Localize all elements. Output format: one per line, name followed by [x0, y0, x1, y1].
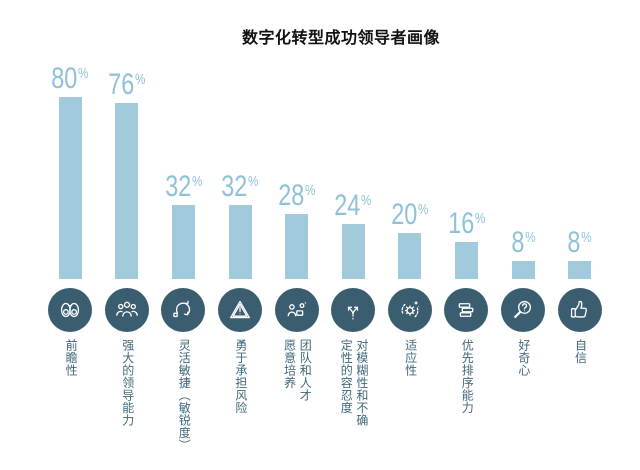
bar-area: 8%	[508, 64, 539, 279]
bar-category-label: 前瞻性	[64, 339, 79, 377]
bar-column: 32% 灵活敏捷（敏锐度）	[155, 64, 212, 452]
bar-value-label: 16%	[448, 209, 485, 239]
bar-area: 80%	[46, 64, 94, 279]
percent-sign: %	[135, 71, 146, 89]
branching-arrows-icon	[331, 288, 376, 332]
bar-column: 16% 优先排序能力	[438, 64, 495, 452]
bar-column: 20% 适应性	[382, 64, 439, 452]
bar	[454, 242, 478, 279]
bar-area: 28%	[273, 64, 321, 279]
bar-column: 24% 对模糊性和不确 定性的容忍度	[325, 64, 382, 452]
bar-column: 32% 勇于承担风险	[212, 64, 269, 452]
confidence-thumbs-up-icon	[557, 288, 602, 332]
bar-area: 24%	[329, 64, 377, 279]
bar-value-label: 32%	[165, 172, 202, 202]
bar-value-label: 76%	[108, 70, 145, 100]
bar-category-label: 灵活敏捷（敏锐度）	[177, 339, 192, 452]
bar-column: 8% 好奇心	[495, 64, 552, 452]
bar-column: 76% 强大的领导能力	[99, 64, 156, 452]
bar-value: 32	[221, 170, 248, 203]
bar	[171, 205, 195, 279]
bar-column: 8% 自信	[551, 64, 608, 452]
bar-value: 32	[164, 170, 191, 203]
percent-sign: %	[304, 182, 316, 200]
percent-sign: %	[361, 191, 372, 209]
bar	[398, 232, 422, 279]
binoculars-icon	[48, 288, 93, 332]
bar-category-label: 团队和人才 愿意培养	[282, 339, 313, 402]
team-leadership-icon	[104, 288, 149, 332]
agile-cycle-icon	[161, 288, 206, 332]
bar	[58, 97, 82, 279]
bar-value: 28	[278, 179, 305, 213]
percent-sign: %	[524, 228, 536, 246]
bar-chart: 数字化转型成功领导者画像 80% 前瞻性 76% 强大的领导能力 32% 灵活敏…	[0, 24, 640, 452]
bar	[568, 260, 592, 279]
bar-value: 76	[108, 68, 135, 102]
bar-value: 24	[334, 188, 361, 222]
bar-category-label: 勇于承担风险	[233, 339, 248, 414]
bar-area: 76%	[103, 64, 151, 279]
bar-value-label: 28%	[278, 181, 315, 211]
adaptability-gear-icon	[387, 288, 432, 332]
bar-value: 20	[391, 197, 418, 231]
bar-column: 28% 团队和人才 愿意培养	[268, 64, 325, 452]
bar-area: 8%	[564, 64, 595, 279]
bar-category-label: 适应性	[403, 339, 418, 377]
bar	[115, 103, 139, 279]
bar-value-label: 8%	[567, 225, 592, 259]
bar-value-label: 32%	[221, 172, 258, 202]
bar-category-label: 好奇心	[516, 339, 531, 377]
bar-value: 16	[447, 207, 474, 240]
bar-columns: 80% 前瞻性 76% 强大的领导能力 32% 灵活敏捷（敏锐度） 32% 勇于…	[42, 64, 640, 452]
percent-sign: %	[248, 173, 259, 190]
percent-sign: %	[474, 210, 486, 227]
curiosity-magnifier-icon	[501, 288, 546, 332]
bar-area: 32%	[216, 64, 264, 279]
bar-value-label: 24%	[334, 188, 372, 222]
bar-area: 32%	[160, 64, 208, 279]
chart-title: 数字化转型成功领导者画像	[241, 30, 440, 47]
bar	[228, 205, 252, 279]
prioritization-icon	[444, 288, 489, 332]
bar-category-label: 自信	[573, 339, 588, 364]
percent-sign: %	[581, 228, 592, 246]
percent-sign: %	[418, 200, 429, 218]
bar	[285, 214, 309, 279]
bar-category-label: 对模糊性和不确 定性的容忍度	[339, 339, 369, 427]
talent-development-icon	[274, 288, 319, 332]
bar-area: 20%	[386, 64, 434, 279]
bar	[511, 260, 535, 279]
bar-value-label: 8%	[510, 225, 536, 259]
bar-value: 8	[567, 225, 581, 259]
bar-column: 80% 前瞻性	[42, 64, 99, 452]
bar-value-label: 80%	[52, 64, 89, 94]
bar-area: 16%	[443, 64, 491, 279]
bar-category-label: 强大的领导能力	[120, 339, 135, 427]
percent-sign: %	[191, 173, 203, 190]
risk-warning-icon	[218, 288, 263, 332]
bar-value-label: 20%	[391, 197, 429, 231]
bar-category-label: 优先排序能力	[460, 339, 475, 414]
bar-value: 80	[51, 62, 78, 95]
bar-value: 8	[510, 225, 524, 259]
percent-sign: %	[78, 65, 89, 82]
bar	[341, 223, 365, 279]
